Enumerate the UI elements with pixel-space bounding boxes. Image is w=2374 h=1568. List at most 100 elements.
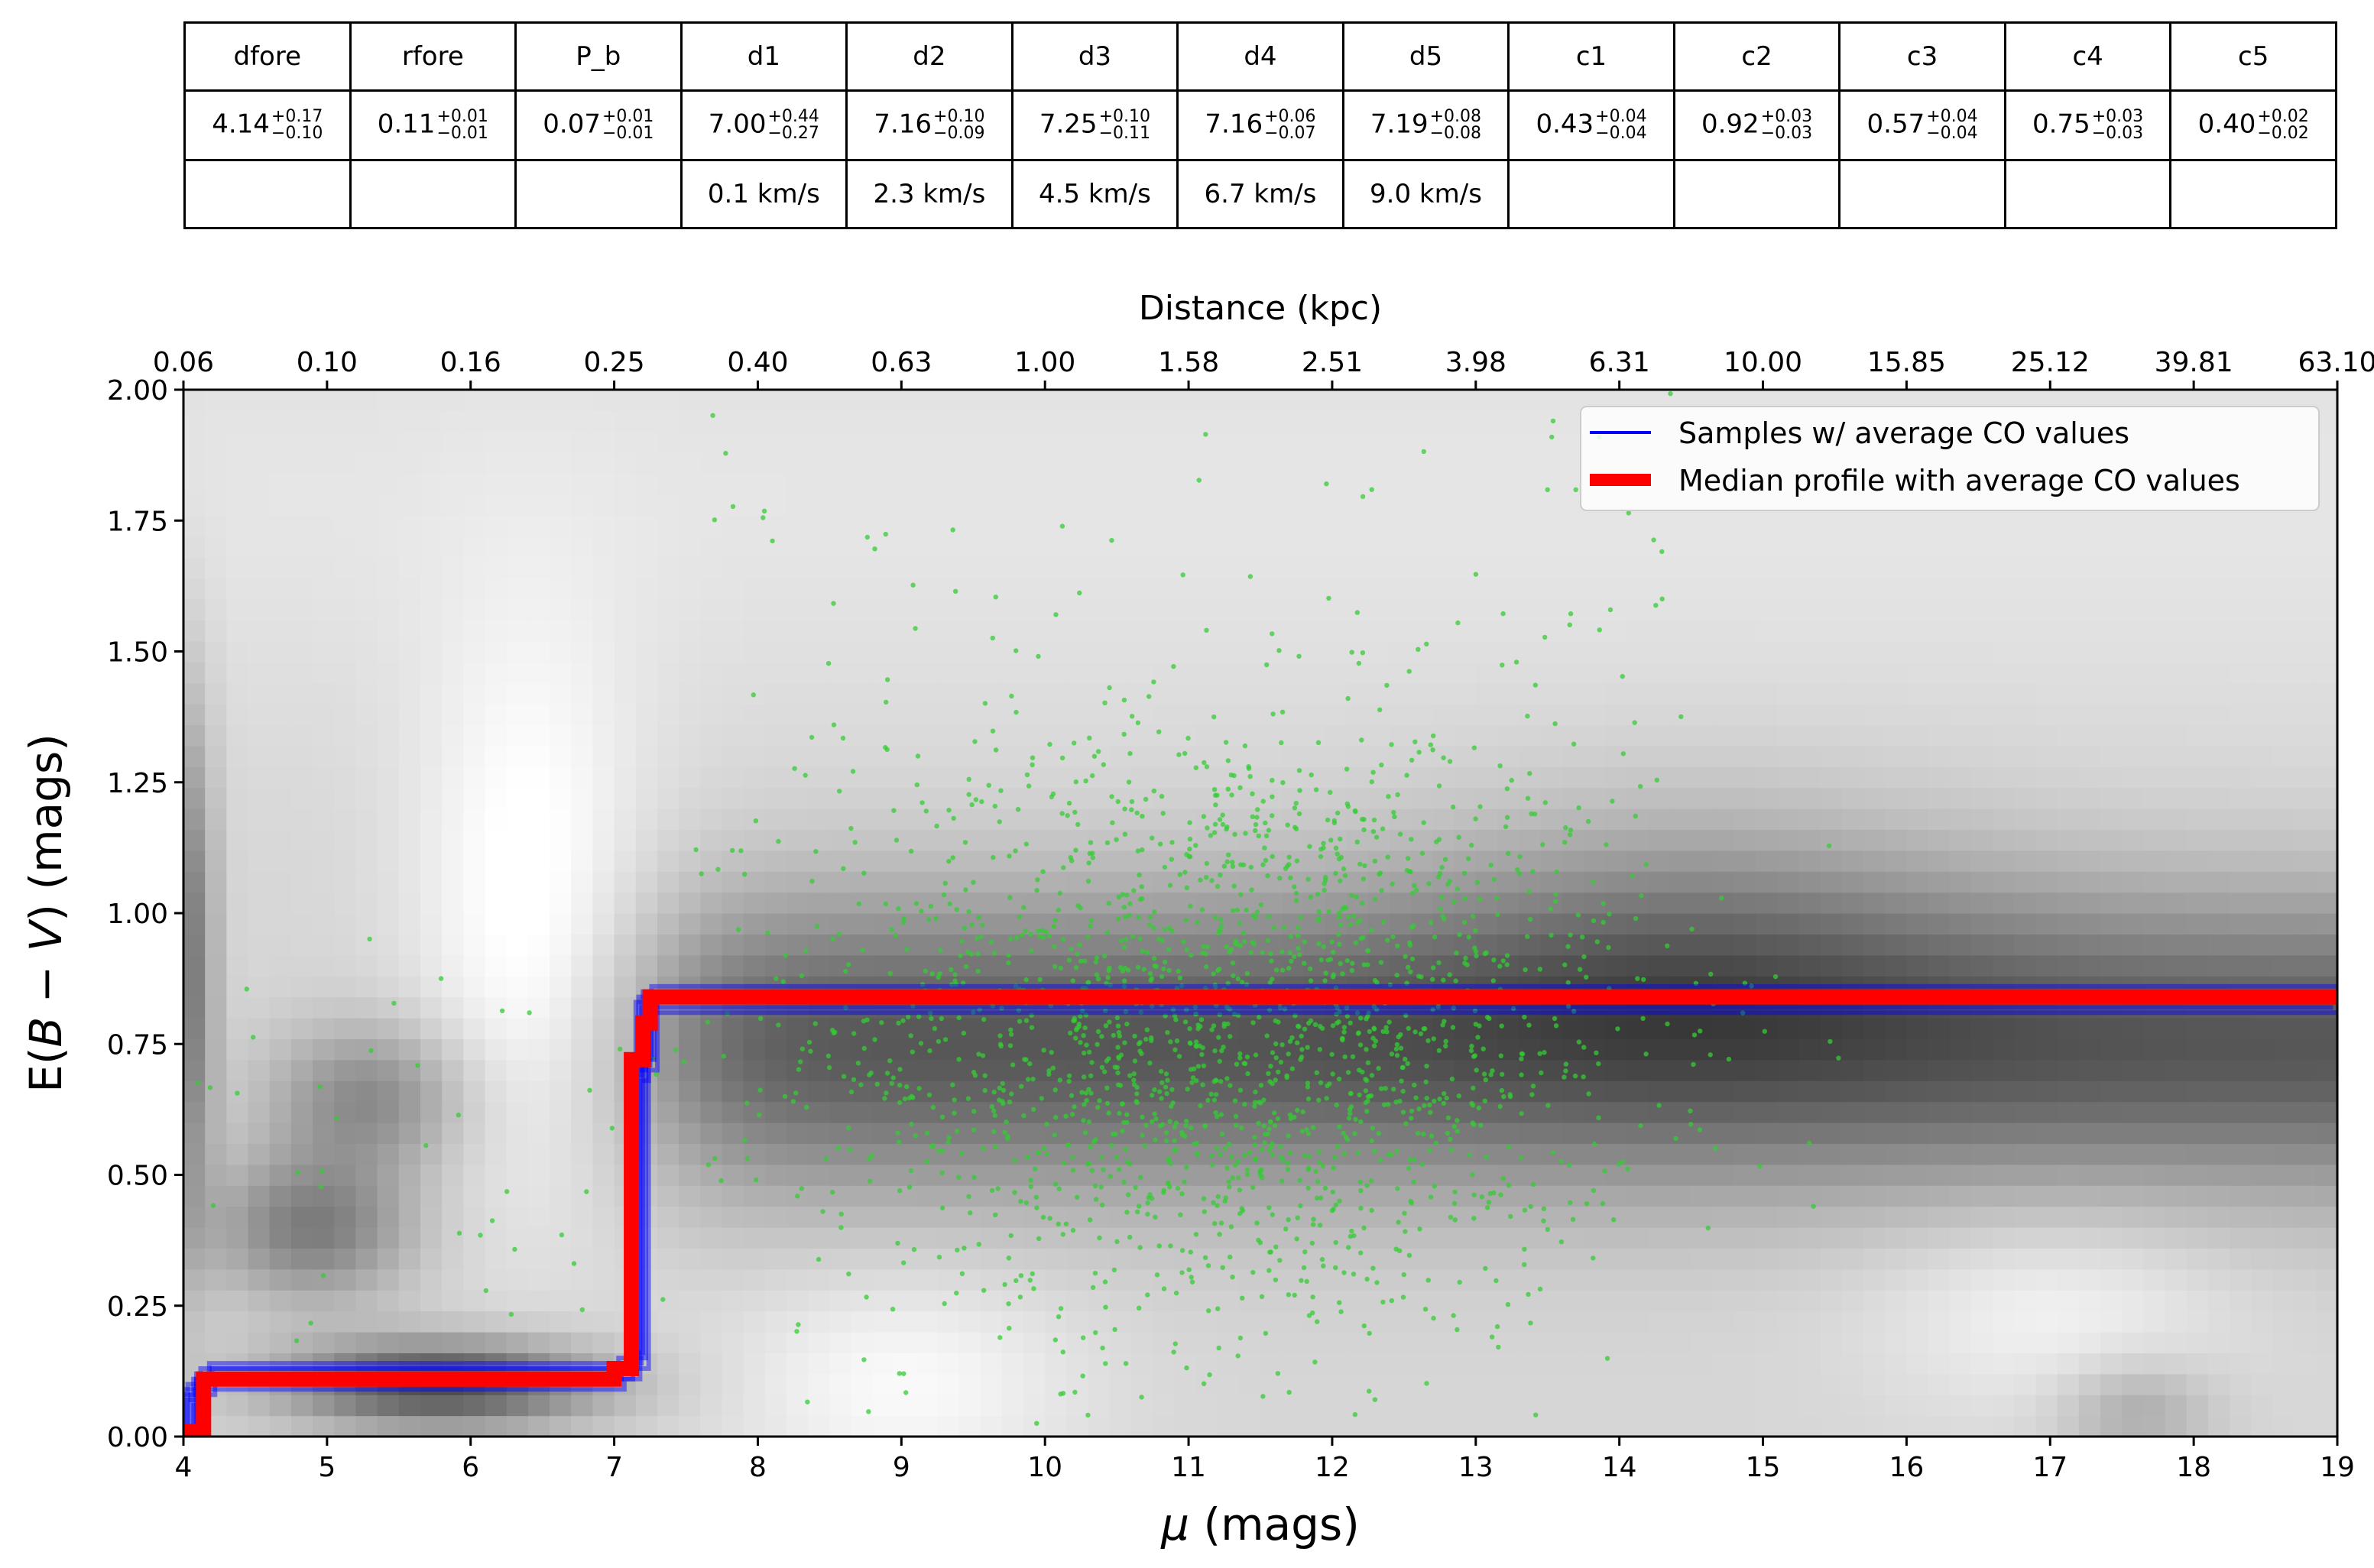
density-cell — [2230, 515, 2252, 537]
density-cell — [355, 1206, 378, 1228]
density-cell — [1949, 1310, 1972, 1333]
density-cell — [571, 662, 593, 684]
density-cell — [1669, 745, 1692, 767]
density-cell — [1820, 1373, 1843, 1395]
density-cell — [2272, 1415, 2295, 1437]
density-cell — [1820, 724, 1843, 747]
density-cell — [764, 1310, 787, 1333]
density-cell — [764, 766, 787, 789]
density-cell — [420, 704, 443, 725]
density-cell — [1712, 1415, 1735, 1437]
density-cell — [1756, 892, 1778, 914]
density-cell — [420, 1143, 443, 1165]
density-cell — [334, 1268, 357, 1291]
density-cell — [420, 913, 443, 935]
density-cell — [1928, 1395, 1951, 1417]
density-cell — [1885, 850, 1907, 872]
density-cell — [1130, 1373, 1153, 1395]
density-cell — [764, 1018, 787, 1039]
density-cell — [2272, 892, 2295, 914]
density-cell — [1691, 557, 1714, 579]
density-cell — [2122, 829, 2144, 851]
density-cell — [377, 871, 400, 893]
density-cell — [1777, 766, 1800, 789]
density-cell — [442, 1395, 464, 1417]
density-cell — [1734, 745, 1756, 767]
density-cell — [2230, 1415, 2252, 1437]
density-cell — [722, 431, 744, 453]
density-cell — [722, 1415, 744, 1437]
density-cell — [1712, 724, 1735, 747]
density-cell — [1820, 1164, 1843, 1186]
density-cell — [485, 515, 508, 537]
density-cell — [1497, 724, 1519, 747]
density-cell — [571, 1059, 593, 1081]
density-cell — [1540, 724, 1563, 747]
density-cell — [1669, 515, 1692, 537]
density-cell — [764, 390, 787, 411]
density-cell — [527, 1038, 550, 1061]
density-cell — [1475, 1227, 1498, 1249]
table-value-cell: 0.11 +0.01 −0.01 — [349, 89, 517, 161]
density-cell — [1454, 1332, 1477, 1353]
density-cell — [269, 1018, 292, 1039]
density-cell — [290, 954, 313, 977]
density-cell — [527, 682, 550, 705]
density-cell — [1734, 1415, 1756, 1437]
density-cell — [958, 662, 981, 684]
density-cell — [1153, 1059, 1175, 1081]
density-cell — [355, 390, 378, 411]
density-cell — [1066, 1164, 1089, 1186]
density-cell — [1734, 682, 1756, 705]
density-cell — [1820, 871, 1843, 893]
density-cell — [764, 745, 787, 767]
density-cell — [1669, 599, 1692, 620]
density-cell — [916, 787, 938, 809]
density-cell — [614, 515, 637, 537]
density-cell — [700, 1038, 723, 1061]
density-cell — [2014, 1080, 2037, 1103]
density-cell — [2078, 1018, 2101, 1039]
density-cell — [1669, 1227, 1692, 1249]
density-cell — [1712, 1332, 1735, 1353]
density-cell — [248, 1143, 271, 1165]
param-error-plus: +0.44 — [767, 107, 819, 126]
density-cell — [1454, 1290, 1477, 1312]
density-cell — [1346, 1415, 1369, 1437]
density-cell — [1153, 515, 1175, 537]
density-cell — [2057, 1227, 2080, 1249]
density-cell — [786, 1143, 809, 1165]
density-cell — [679, 473, 701, 495]
density-cell — [764, 1227, 787, 1249]
density-cell — [635, 1080, 658, 1103]
density-cell — [226, 431, 249, 453]
density-cell — [550, 1353, 572, 1375]
density-cell — [398, 850, 421, 872]
density-cell — [1970, 829, 1993, 851]
density-cell — [1153, 724, 1175, 747]
density-cell — [183, 1018, 206, 1039]
density-cell — [1906, 1059, 1929, 1081]
density-cell — [1777, 1206, 1800, 1228]
density-cell — [1562, 1395, 1584, 1417]
density-cell — [1669, 1164, 1692, 1186]
density-cell — [2143, 766, 2166, 789]
density-cell — [1411, 494, 1434, 516]
density-cell — [1562, 536, 1584, 558]
density-cell — [269, 599, 292, 620]
density-cell — [527, 1268, 550, 1291]
density-cell — [485, 1290, 508, 1312]
density-cell — [1820, 934, 1843, 956]
density-cell — [1885, 829, 1907, 851]
param-value: 7.00 — [708, 109, 767, 140]
density-cell — [442, 473, 464, 495]
density-cell — [355, 1395, 378, 1417]
density-cell — [2078, 745, 2101, 767]
density-cell — [290, 578, 313, 600]
density-cell — [722, 724, 744, 747]
density-cell — [550, 766, 572, 789]
density-cell — [958, 1206, 981, 1228]
density-cell — [1540, 913, 1563, 935]
density-cell — [1540, 662, 1563, 684]
density-cell — [1798, 1206, 1821, 1228]
